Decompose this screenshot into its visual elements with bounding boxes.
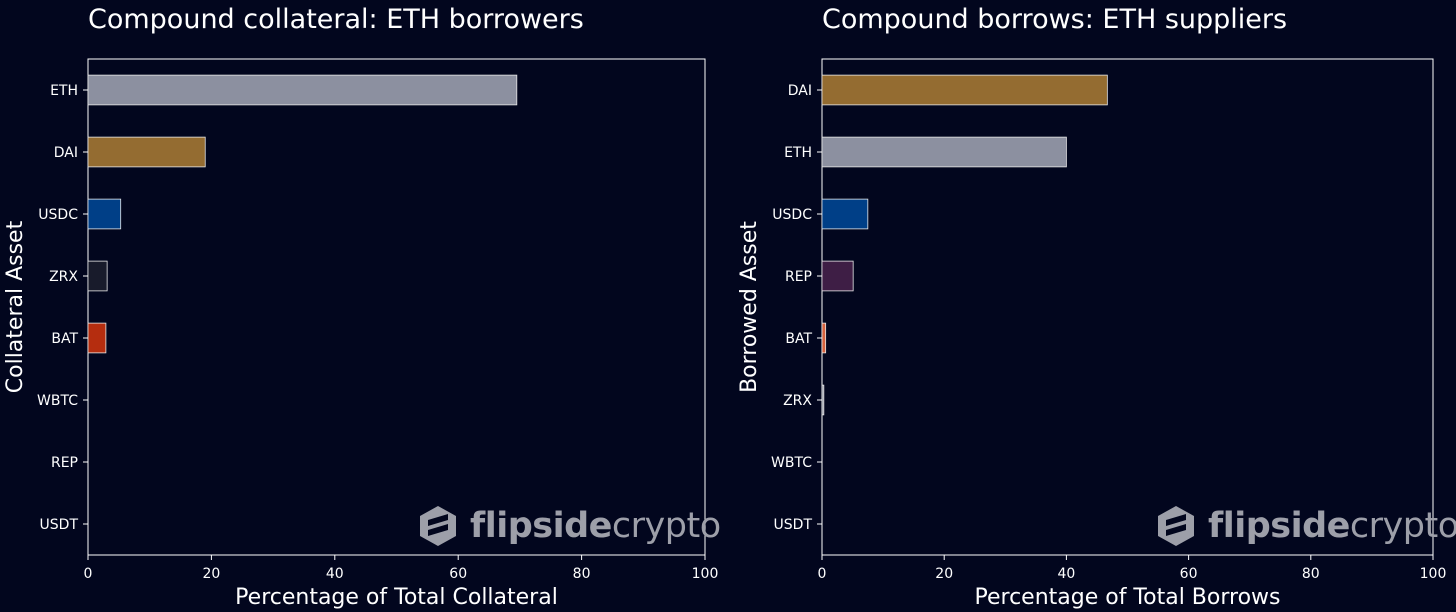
collateral-chart-panel: Compound collateral: ETH borrowers ETH DA…: [3, 4, 721, 610]
bar-dai: [821, 74, 1108, 106]
bar-eth: [87, 74, 518, 106]
y-tick-label: WBTC: [771, 455, 812, 471]
bar-chart-svg: ETH DAI USDC ZRX BAT WBTC REP USDT 0 20 40 60 80 100 P…: [3, 58, 719, 610]
x-tick-label: 40: [1057, 566, 1075, 582]
chart-title: Compound borrows: ETH suppliers: [822, 4, 1288, 35]
borrows-chart-panel: Compound borrows: ETH suppliers DAI ETH US…: [734, 0, 1456, 612]
logo-text-bold: flipside: [1208, 506, 1350, 546]
bar-eth: [821, 136, 1067, 168]
x-axis-label: Percentage of Total Borrows: [974, 585, 1280, 610]
bar-chart-svg: DAI ETH USDC REP BAT ZRX WBTC USDT 0 20 40 60 80 100 P…: [737, 58, 1447, 610]
x-tick-label: 0: [818, 566, 827, 582]
x-tick-label: 0: [84, 566, 93, 582]
x-tick-label: 100: [1420, 566, 1447, 582]
flipside-logo-icon: [420, 506, 456, 546]
bar-usdc: [87, 198, 122, 230]
flipsidecrypto-logo: flipside crypto: [416, 504, 721, 548]
y-tick-label: BAT: [785, 331, 812, 347]
x-tick-label: 20: [202, 566, 220, 582]
y-tick-label: USDT: [40, 517, 79, 533]
logo-text-light: crypto: [1349, 506, 1456, 546]
y-tick-label: ETH: [50, 83, 78, 99]
bar-bat: [821, 322, 827, 354]
x-tick-label: 60: [1180, 566, 1198, 582]
y-tick-label: ZRX: [783, 393, 812, 409]
bar-usdc: [821, 198, 869, 230]
y-tick-label: USDC: [38, 207, 78, 223]
bar-dai: [87, 136, 206, 168]
y-tick-label: DAI: [788, 83, 812, 99]
logo-text-bold: flipside: [470, 506, 612, 546]
logo-text-light: crypto: [611, 506, 721, 546]
y-tick-label: ZRX: [49, 269, 78, 285]
x-tick-label: 100: [692, 566, 719, 582]
bar-bat: [87, 322, 107, 354]
y-axis-label: Borrowed Asset: [737, 221, 762, 393]
y-tick-label: REP: [785, 269, 812, 285]
x-axis-label: Percentage of Total Collateral: [235, 585, 558, 610]
y-axis-label: Collateral Asset: [3, 220, 28, 393]
y-tick-label: BAT: [51, 331, 78, 347]
y-tick-label: REP: [51, 455, 78, 471]
x-tick-label: 60: [449, 566, 467, 582]
bar-zrx: [821, 384, 825, 416]
x-tick-label: 80: [1302, 566, 1320, 582]
flipsidecrypto-logo: flipside crypto: [1154, 504, 1456, 548]
x-tick-label: 80: [573, 566, 591, 582]
plot-frame: [821, 58, 1434, 556]
flipside-logo-icon: [1158, 506, 1194, 546]
y-tick-label: USDT: [774, 517, 813, 533]
y-tick-label: DAI: [54, 145, 78, 161]
chart-title: Compound collateral: ETH borrowers: [88, 4, 584, 35]
y-tick-label: ETH: [784, 145, 812, 161]
y-tick-label: WBTC: [37, 393, 78, 409]
x-tick-label: 40: [326, 566, 344, 582]
bar-rep: [821, 260, 854, 292]
plot-frame: [87, 58, 706, 556]
x-tick-label: 20: [935, 566, 953, 582]
y-tick-label: USDC: [772, 207, 812, 223]
bar-zrx: [87, 260, 108, 292]
